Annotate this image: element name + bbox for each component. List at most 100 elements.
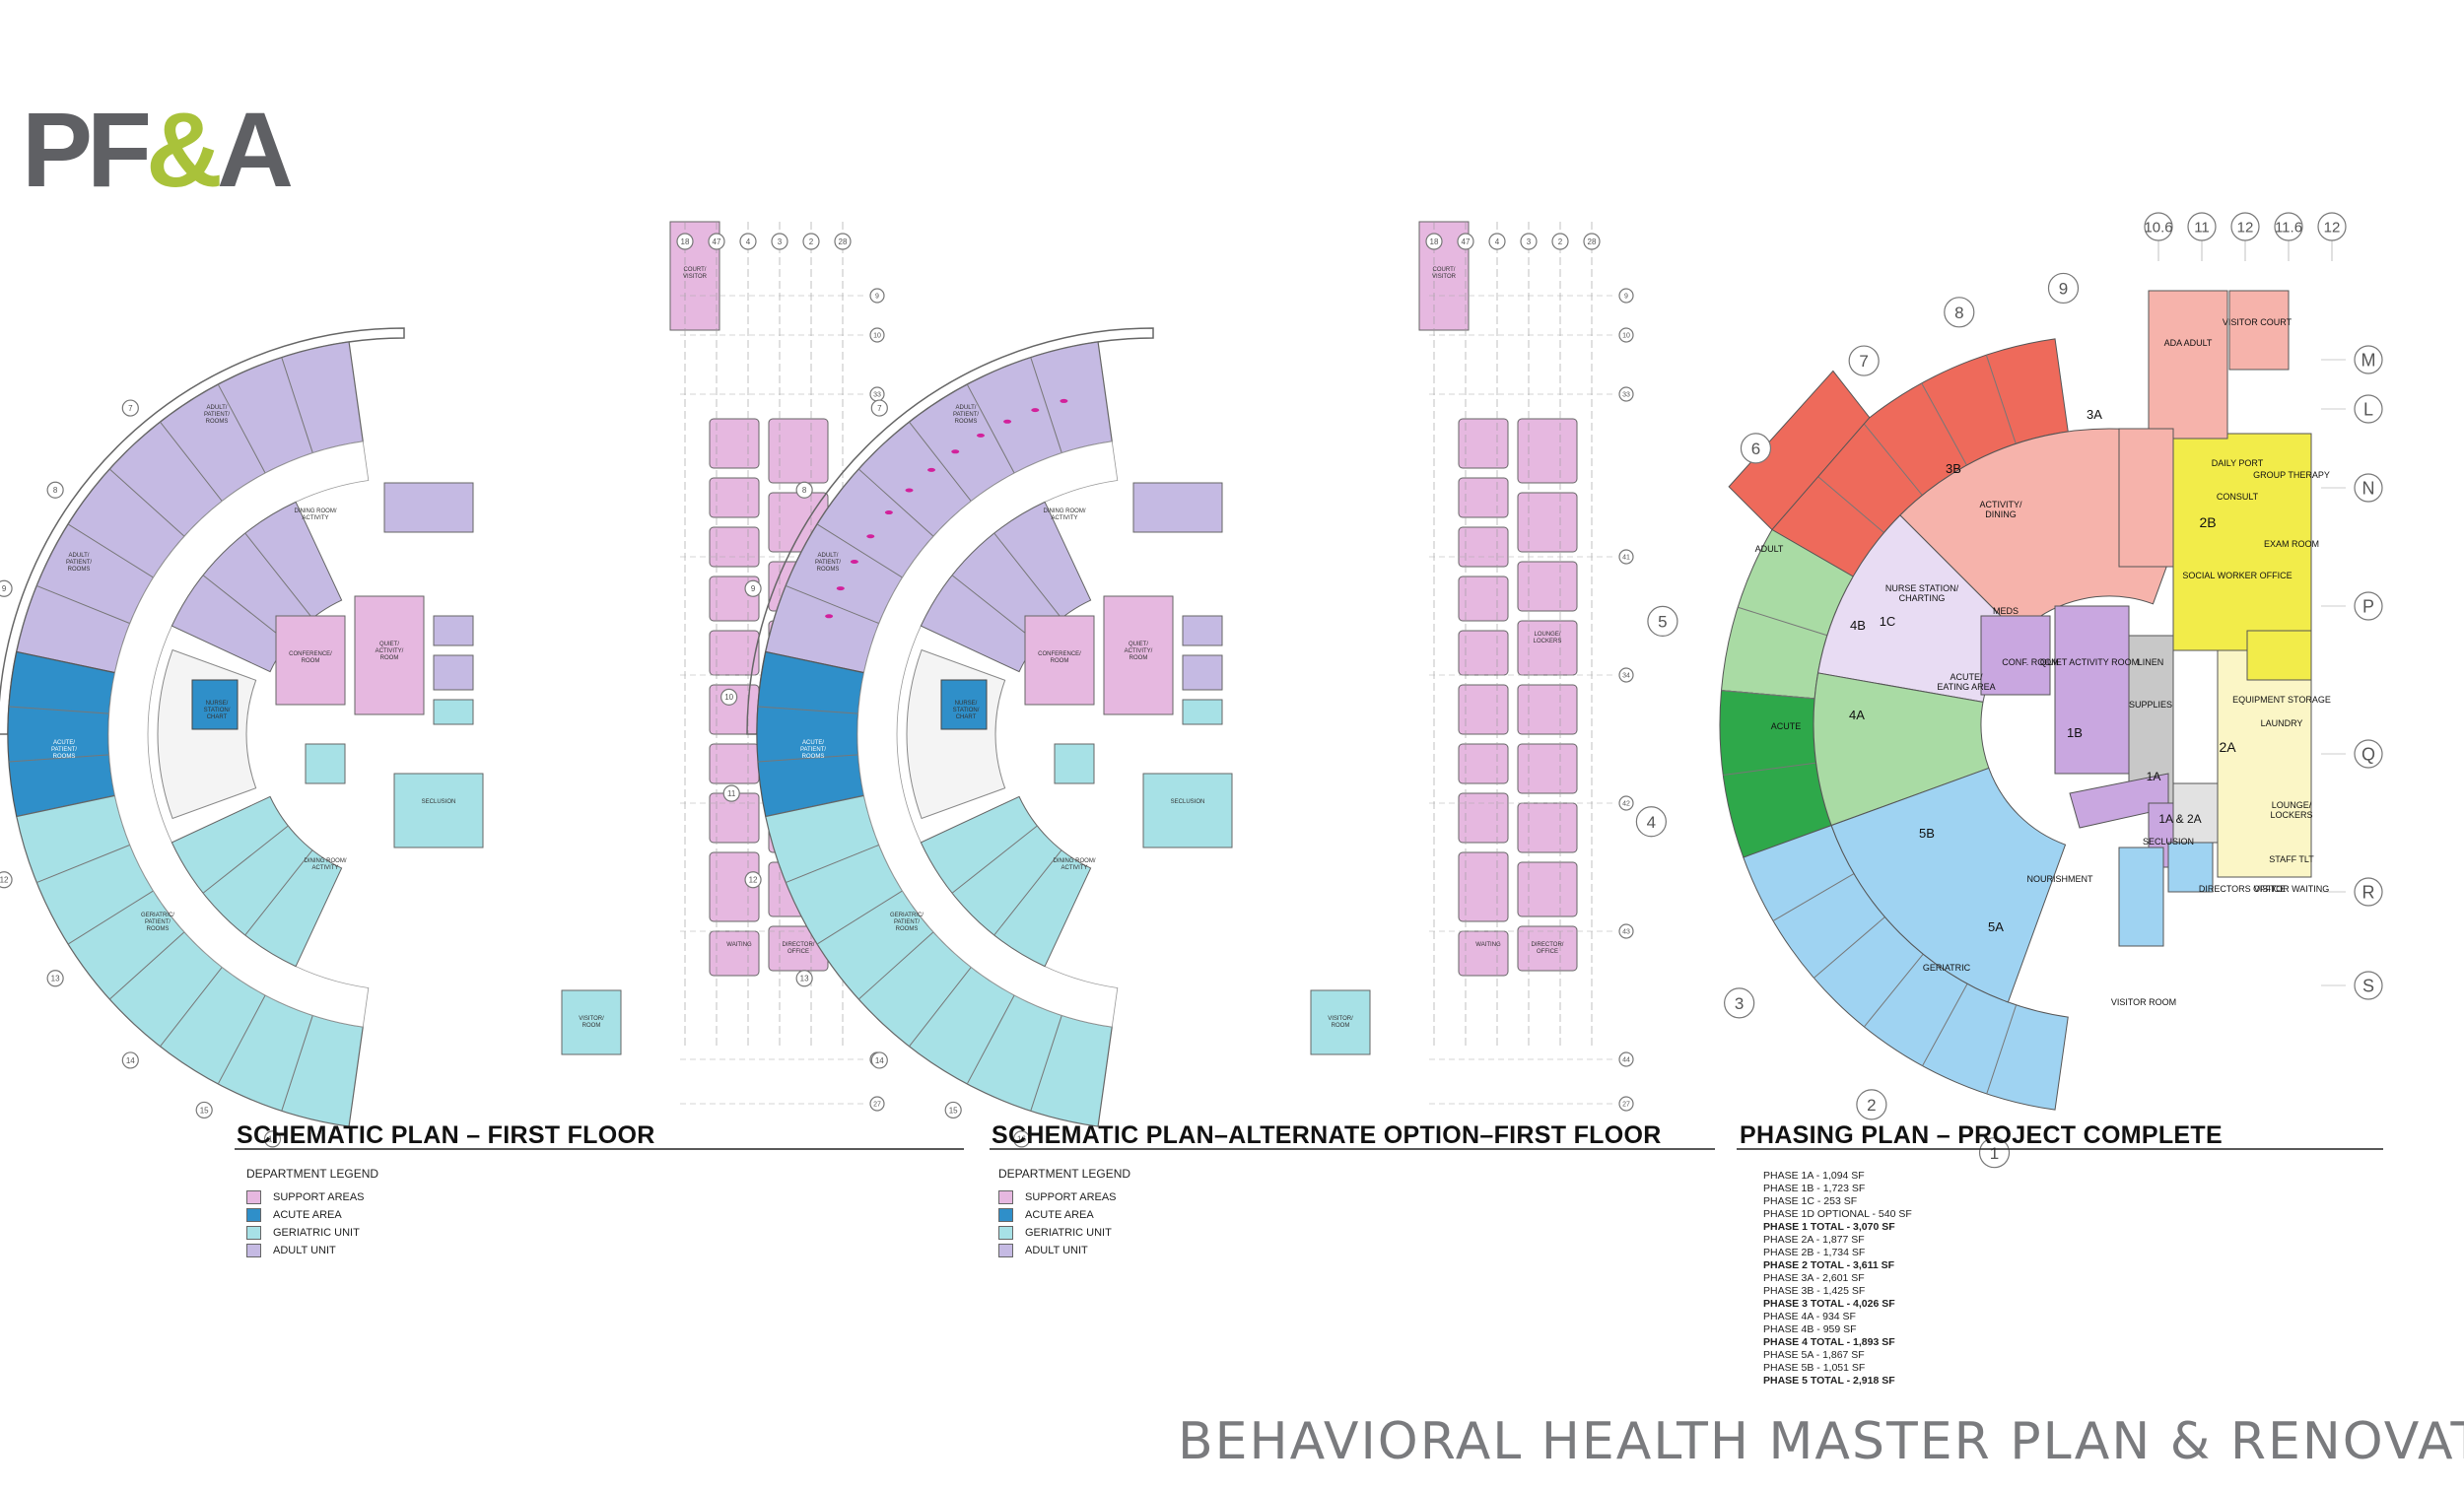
support-room — [1458, 792, 1509, 844]
grid-bubble-label: 11.6 — [2275, 219, 2302, 236]
room-label: ACUTE/PATIENT/ROOMS — [51, 740, 77, 760]
grid-bubble — [1856, 1089, 1887, 1120]
room-partition — [160, 421, 223, 502]
adult-swatch — [246, 1244, 261, 1257]
phase-3a-ada-adult — [2148, 290, 2228, 440]
room-partition — [202, 825, 289, 894]
legend-item-adult: ADULT UNIT — [246, 1242, 378, 1259]
company-logo: PF&A — [22, 97, 294, 203]
grid-bubble — [1618, 549, 1634, 565]
room-partition — [1862, 422, 1923, 496]
room-partition — [244, 532, 313, 619]
visitor-room — [1310, 989, 1371, 1055]
room-partition — [1921, 382, 1967, 466]
grid-bubble-label: 10 — [1622, 333, 1630, 340]
room-partition — [1922, 983, 1968, 1066]
grid-bubble-label: M — [2361, 350, 2376, 370]
visitor-court — [2228, 290, 2290, 371]
grid-bubble — [121, 1051, 139, 1069]
grid-bubble — [1618, 386, 1634, 402]
grid-bubble-label: 34 — [1622, 673, 1630, 680]
nurse-station-area — [157, 648, 257, 820]
furniture-mark — [905, 488, 914, 493]
phase-square-footage-item: PHASE 2B - 1,734 SF — [1763, 1247, 1866, 1258]
room-label: 4B — [1850, 618, 1866, 633]
grid-bubble — [2187, 212, 2217, 241]
grid-bubble — [1425, 233, 1443, 250]
room-label: 5B — [1919, 826, 1935, 841]
phase-square-footage-item: PHASE 4 TOTAL - 1,893 SF — [1763, 1336, 1895, 1348]
grid-bubble — [1618, 327, 1634, 343]
grid-bubble-label: N — [2362, 478, 2375, 498]
room-label: DAILY PORT — [2212, 458, 2264, 468]
room-label: ADULT — [1755, 544, 1784, 554]
plan3-title: PHASING PLAN – PROJECT COMPLETE — [1740, 1121, 2223, 1149]
legend-label: SUPPORT AREAS — [273, 1191, 365, 1203]
grid-bubble — [1848, 345, 1880, 376]
grid-bubble — [944, 1101, 962, 1119]
quiet-activity-room — [1103, 595, 1174, 715]
furniture-mark — [1031, 408, 1040, 413]
room-label: ACUTE — [1771, 721, 1802, 731]
room-label: ACUTE/EATING AREA — [1937, 672, 1995, 692]
supplies-room — [433, 654, 474, 691]
room-label: SOCIAL WORKER OFFICE — [2182, 571, 2292, 580]
furniture-mark — [866, 534, 875, 539]
room-label: DIRECTOR/OFFICE — [1532, 942, 1564, 955]
grid-bubble-label: 18 — [1430, 237, 1439, 246]
grid-bubble — [1551, 233, 1569, 250]
room-partition — [816, 523, 903, 578]
grid-bubble — [708, 233, 725, 250]
grid-bubble — [870, 1051, 888, 1069]
phase-2b-block — [2172, 433, 2312, 651]
phase-square-footage-item: PHASE 1B - 1,723 SF — [1763, 1183, 1866, 1194]
grid-bubble — [0, 579, 13, 597]
grid-bubble-label: 9 — [751, 584, 756, 593]
grid-bubble-label: 8 — [53, 486, 58, 495]
legend-label: GERIATRIC UNIT — [1025, 1227, 1112, 1239]
room-label: CONFERENCE/ROOM — [1038, 651, 1081, 664]
room-label: NURSE/STATION/CHART — [204, 701, 231, 720]
room-partition — [1814, 916, 1885, 979]
grid-bubble-label: Q — [2361, 744, 2375, 764]
support-room — [1517, 925, 1578, 972]
furniture-mark — [1060, 398, 1068, 403]
grid-bubble — [869, 327, 885, 343]
grid-bubble — [771, 233, 788, 250]
phase-square-footage-item: PHASE 1C - 253 SF — [1763, 1195, 1858, 1207]
grid-bubble-label: 7 — [128, 404, 133, 413]
phase-square-footage-item: PHASE 2A - 1,877 SF — [1763, 1234, 1865, 1246]
phase-3a-nourishment — [2118, 428, 2174, 568]
support-room — [1517, 492, 1578, 553]
room-label: DINING ROOM/ACTIVITY — [305, 858, 347, 871]
conference-room — [275, 615, 346, 706]
grid-bubble-label: 16 — [268, 1135, 277, 1144]
room-label: 1A — [2147, 770, 2161, 783]
room-label: 1A & 2A — [2158, 812, 2201, 826]
schematic-plan-alternate-option: 18 47 4 3 2 289103341344243442778910111213141… — [720, 221, 1634, 1148]
grid-bubble — [2354, 394, 2383, 424]
room-label: LOUNGE/LOCKERS — [2270, 800, 2312, 820]
room-label: QUIET/ACTIVITY/ROOM — [1125, 642, 1153, 661]
furniture-mark — [825, 614, 834, 619]
support-room — [1458, 576, 1509, 622]
room-label: EQUIPMENT STORAGE — [2232, 695, 2331, 705]
furniture-mark — [977, 433, 985, 438]
room-label: DINING ROOM/ACTIVITY — [295, 508, 337, 521]
room-label: STAFF TLT — [2269, 854, 2314, 864]
room-partition — [993, 532, 1062, 619]
phase-2a-block — [2217, 649, 2312, 878]
grid-bubble-label: 3 — [778, 237, 783, 246]
phase-square-footage-item: PHASE 4A - 934 SF — [1763, 1311, 1856, 1322]
grid-bubble — [722, 784, 740, 802]
grid-bubble-label: 12 — [0, 876, 9, 885]
grid-bubble-label: 14 — [875, 1056, 884, 1065]
support-room — [709, 630, 760, 676]
furniture-mark — [850, 560, 858, 564]
grid-bubble-label: 47 — [1462, 237, 1471, 246]
furniture-mark — [884, 510, 893, 515]
resource-clinician-office — [2246, 630, 2312, 681]
linen-room — [433, 615, 474, 646]
room-label: SUPPLIES — [2129, 700, 2172, 710]
support-room — [1458, 418, 1509, 469]
